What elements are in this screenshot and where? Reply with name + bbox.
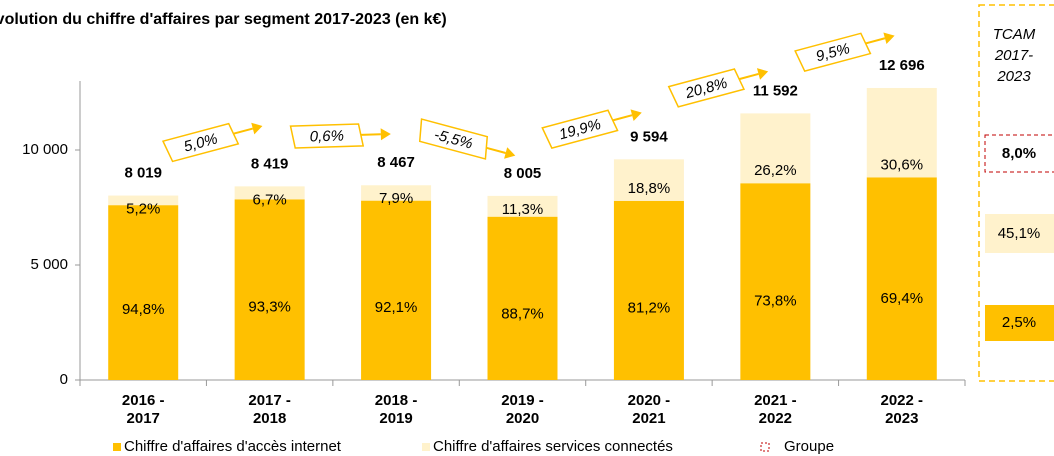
arrow-head [630, 109, 642, 121]
bar-segment [487, 216, 558, 380]
growth-arrow: 0,6% [289, 123, 391, 149]
value-label: 6,7% [253, 191, 287, 208]
y-tick-label: 10 000 [22, 141, 68, 158]
arrow-line [612, 114, 633, 122]
total-label: 8 019 [124, 165, 162, 182]
value-label: 5,2% [126, 201, 160, 218]
growth-box [794, 32, 872, 73]
value-label: 69,4% [881, 290, 924, 307]
total-label: 8 419 [251, 155, 289, 172]
x-tick-label: 2017 - 2018 [248, 392, 291, 427]
bar-segment [234, 186, 305, 200]
value-label: 26,2% [754, 162, 797, 179]
value-label: 88,7% [501, 306, 544, 323]
bar-segment [361, 200, 432, 380]
tcam-internet-box [985, 305, 1054, 341]
growth-arrow: 20,8% [667, 68, 769, 108]
growth-box [418, 118, 489, 160]
bar-segment [613, 200, 684, 380]
arrow-line [486, 146, 506, 154]
value-label: 18,8% [628, 180, 671, 197]
value-label: 30,6% [881, 156, 924, 173]
tcam-internet-label: 2,5% [1002, 314, 1036, 331]
x-tick-label: 2022 - 2023 [880, 392, 924, 427]
bar-segment [866, 87, 937, 178]
x-tick-label: 2020 - 2021 [627, 392, 671, 427]
value-label: 81,2% [628, 299, 671, 316]
arrow-line [865, 37, 886, 45]
tcam-title: TCAM 2017-2023 [992, 26, 1036, 85]
total-label: 11 592 [753, 82, 798, 99]
bar-segment [866, 177, 937, 380]
growth-box [541, 109, 619, 149]
tcam-services-box [985, 214, 1054, 253]
bar-segment [361, 185, 432, 201]
legend-label: Chiffre d'affaires services connectés [433, 438, 673, 455]
value-label: 7,9% [379, 190, 413, 207]
x-tick-label: 2021 - 2022 [754, 392, 797, 427]
y-tick-label: 5 000 [30, 256, 68, 273]
value-label: 11,3% [502, 201, 543, 218]
growth-box [667, 68, 746, 108]
tcam-services-label: 45,1% [998, 225, 1041, 242]
total-label: 9 594 [630, 128, 668, 145]
arrow-head [883, 32, 895, 45]
arrow-head [251, 122, 263, 135]
growth-arrow: 9,5% [794, 32, 895, 73]
arrow-line [360, 133, 381, 136]
bar-segment [613, 159, 684, 201]
growth-box [161, 122, 240, 163]
legend-label: Chiffre d'affaires d'accès internet [124, 438, 342, 455]
bar-segment [740, 113, 811, 184]
value-label: 73,8% [754, 292, 797, 309]
legend-label: Groupe [784, 438, 834, 455]
bar-segment [108, 195, 179, 206]
bar-segment [487, 195, 558, 217]
tcam-group-box [984, 134, 1054, 173]
value-label: 93,3% [248, 299, 291, 316]
arrow-line [233, 127, 254, 135]
arrow-line [738, 72, 759, 81]
growth-arrow: -5,5% [418, 118, 516, 160]
legend-swatch [760, 442, 770, 452]
arrow-head [504, 147, 516, 159]
value-label: 92,1% [375, 299, 418, 316]
growth-label: 0,6% [310, 127, 345, 145]
total-label: 8 005 [504, 165, 542, 182]
legend-swatch [113, 443, 121, 451]
chart-title: Évolution du chiffre d'affaires par segm… [0, 9, 447, 28]
total-label: 12 696 [879, 57, 925, 74]
x-tick-label: 2019 - 2020 [501, 392, 544, 427]
value-label: 94,8% [122, 301, 165, 318]
x-tick-label: 2016 - 2017 [121, 392, 165, 427]
arrow-head [756, 68, 769, 80]
tcam-panel [978, 4, 1054, 382]
y-tick-label: 0 [60, 371, 68, 388]
growth-box [289, 123, 365, 149]
x-tick-label: 2018 - 2019 [374, 392, 418, 427]
legend-swatch [422, 443, 430, 451]
bar-segment [740, 183, 811, 380]
arrow-head [380, 128, 391, 141]
tcam-group-label: 8,0% [1002, 145, 1036, 162]
bar-segment [108, 205, 179, 380]
total-label: 8 467 [377, 154, 415, 171]
bar-segment [234, 199, 305, 380]
growth-arrow: 5,0% [161, 122, 263, 163]
